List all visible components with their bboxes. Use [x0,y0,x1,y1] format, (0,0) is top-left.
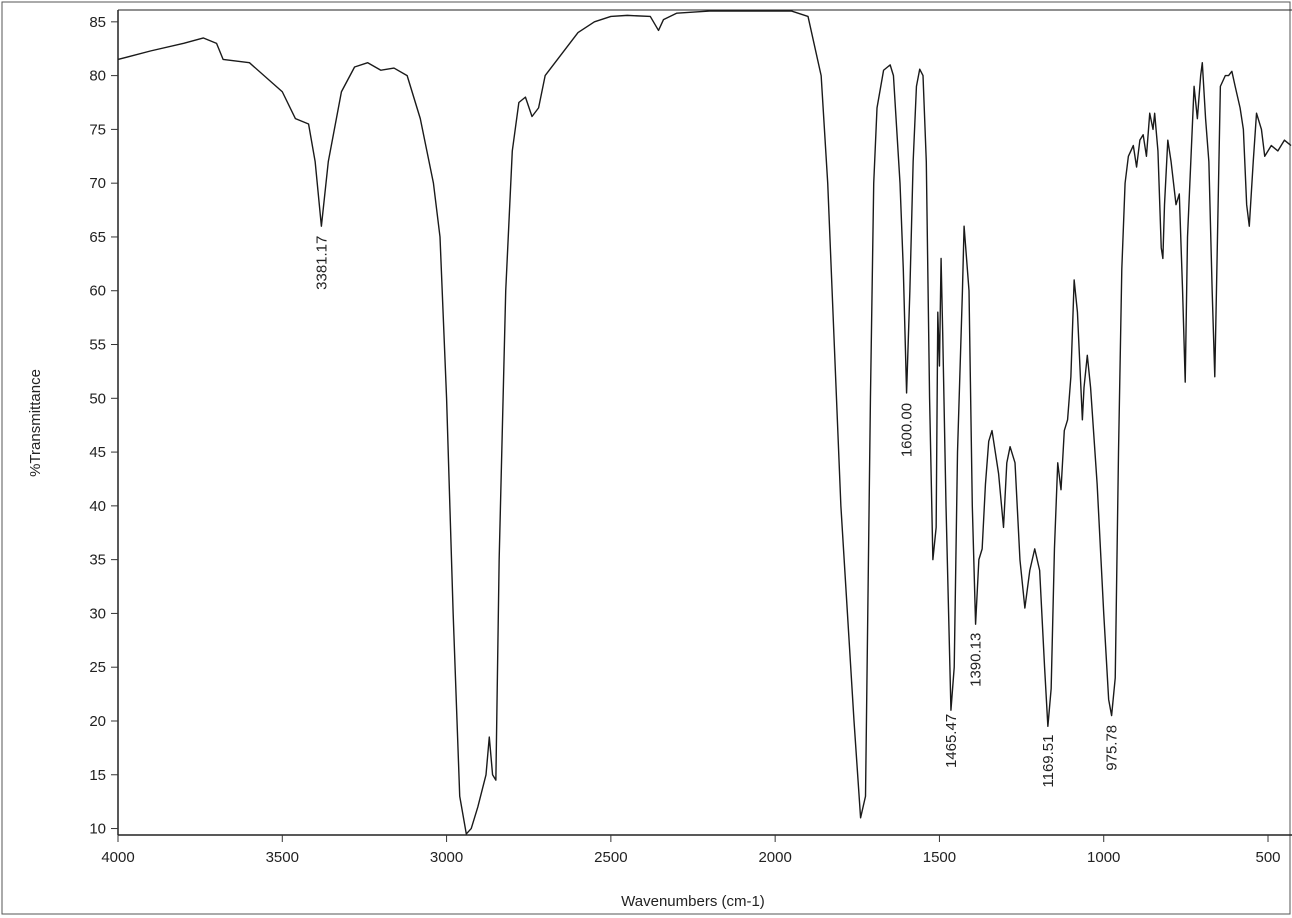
y-tick-label: 85 [89,14,106,31]
y-tick-label: 45 [89,444,106,461]
x-tick-label: 3500 [266,849,299,866]
y-tick-label: 25 [89,659,106,676]
x-tick-label: 1000 [1087,849,1120,866]
x-tick-label: 2500 [594,849,627,866]
peak-label: 3381.17 [313,236,330,290]
y-tick-label: 35 [89,552,106,569]
peak-label: 1465.47 [943,714,960,768]
x-tick-label: 1500 [923,849,956,866]
spectrum-line [117,10,1292,835]
x-tick-label: 500 [1255,849,1280,866]
y-tick-label: 40 [89,498,106,515]
y-tick-label: 30 [89,605,106,622]
peak-label: 1169.51 [1040,735,1057,788]
y-tick-label: 70 [89,175,106,192]
y-tick-label: 75 [89,121,106,138]
peak-label: 1390.13 [968,633,985,687]
y-axis-label: %Transmittance [27,369,44,477]
x-tick-label: 3000 [430,849,463,866]
peak-label: 1600.00 [899,403,916,457]
y-tick-label: 20 [89,713,106,730]
x-axis-label: Wavenumbers (cm-1) [621,893,765,910]
peak-label: 975.78 [1104,725,1121,771]
y-tick-label: 15 [89,767,106,784]
y-tick-label: 80 [89,68,106,85]
y-tick-label: 65 [89,229,106,246]
y-tick-label: 55 [89,337,106,354]
x-tick-label: 4000 [101,849,134,866]
y-tick-label: 10 [89,821,106,838]
y-tick-label: 60 [89,283,106,300]
x-tick-label: 2000 [758,849,791,866]
y-tick-label: 50 [89,390,106,407]
